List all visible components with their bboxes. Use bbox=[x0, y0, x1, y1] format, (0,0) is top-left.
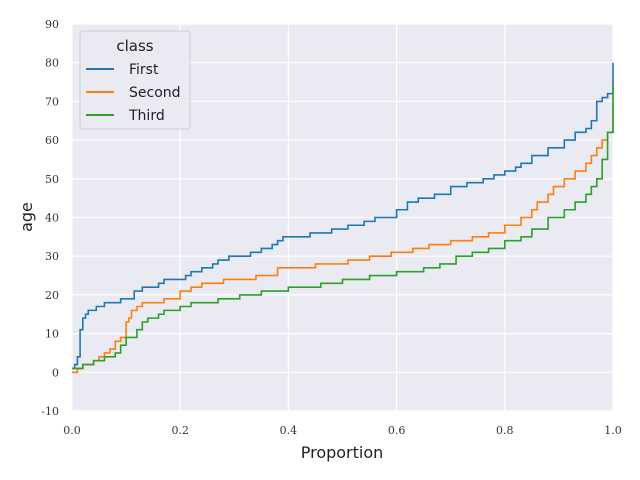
y-tick-label: 30 bbox=[45, 250, 59, 263]
legend-label-second: Second bbox=[129, 85, 181, 101]
x-tick-label: 1.0 bbox=[604, 424, 622, 437]
series-line-third bbox=[72, 85, 614, 370]
x-tick-labels: 0.0 0.2 0.4 0.6 0.8 1.0 bbox=[63, 424, 622, 437]
x-tick-label: 0.4 bbox=[280, 424, 298, 437]
legend-label-first: First bbox=[129, 62, 159, 78]
y-tick-label: 50 bbox=[45, 173, 59, 186]
legend-title: class bbox=[116, 37, 153, 55]
x-tick-label: 0.0 bbox=[63, 424, 81, 437]
series-layer bbox=[72, 62, 614, 374]
y-tick-label: 10 bbox=[45, 328, 59, 341]
legend-box bbox=[79, 30, 191, 130]
y-tick-label: 90 bbox=[45, 18, 59, 31]
y-tick-labels: -10 0 10 20 30 40 50 60 70 80 90 bbox=[41, 18, 59, 418]
series-line-first bbox=[72, 62, 614, 370]
y-tick-label: 60 bbox=[45, 134, 59, 147]
legend: class First Second Third bbox=[79, 30, 191, 130]
x-axis-label: Proportion bbox=[301, 443, 384, 462]
x-tick-label: 0.8 bbox=[496, 424, 514, 437]
y-tick-label: 70 bbox=[45, 95, 59, 108]
series-line-second bbox=[72, 101, 614, 374]
y-tick-label: 40 bbox=[45, 212, 59, 225]
y-tick-label: 0 bbox=[52, 366, 59, 379]
grid-lines bbox=[71, 23, 614, 412]
x-tick-label: 0.6 bbox=[388, 424, 406, 437]
x-tick-label: 0.2 bbox=[171, 424, 189, 437]
y-tick-label: 80 bbox=[45, 57, 59, 70]
y-axis-label: age bbox=[17, 202, 36, 232]
y-tick-label: 20 bbox=[45, 289, 59, 302]
y-tick-label: -10 bbox=[41, 405, 59, 418]
legend-label-third: Third bbox=[128, 108, 165, 124]
